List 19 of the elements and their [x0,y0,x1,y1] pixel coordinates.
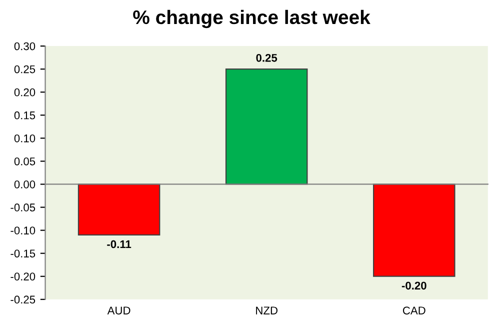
y-tick-label: 0.10 [14,134,36,142]
y-tick-label: 0.25 [14,65,36,74]
y-tick-label: -0.20 [10,272,36,280]
y-tick-label: -0.15 [10,250,36,258]
y-tick-label: 0.20 [14,88,36,96]
y-tick-label: -0.25 [10,296,36,304]
chart-title: % change since last week [133,10,370,28]
y-tick-label: -0.10 [10,226,36,234]
x-tick-label: AUD [107,306,130,314]
y-tick-label: 0.15 [14,111,36,120]
data-label: 0.25 [256,54,278,62]
x-tick-label: CAD [402,306,426,314]
data-label: -0.20 [402,282,426,290]
y-tick-label: 0.00 [14,180,36,188]
y-tick-label: 0.05 [14,157,36,166]
y-tick-label: 0.30 [14,42,36,50]
x-tick-label: NZD [256,306,278,314]
y-tick-label: -0.05 [10,204,36,212]
data-label: -0.11 [107,240,132,248]
